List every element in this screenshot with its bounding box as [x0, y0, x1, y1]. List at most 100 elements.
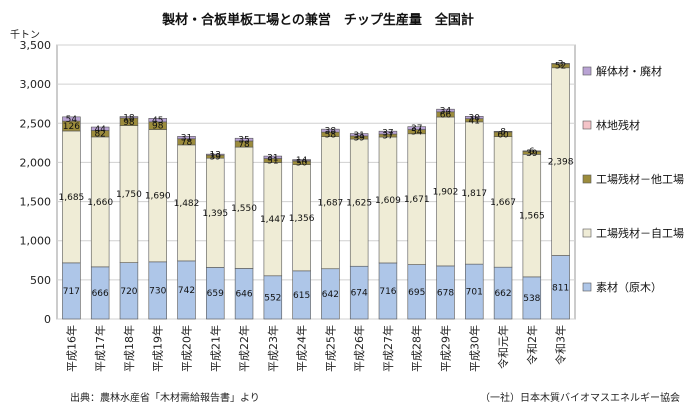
data-label: 41 [469, 116, 480, 126]
bar-segment [90, 126, 110, 131]
data-label: 50 [296, 159, 308, 169]
data-label: 30 [469, 113, 481, 123]
credit-note: （一社）日本木質バイオマスエネルギー協会 [480, 391, 680, 404]
data-label: 1,902 [433, 187, 459, 197]
x-tick-label: 令和3年 [554, 325, 568, 365]
data-label: 31 [353, 131, 364, 141]
data-label: 82 [94, 130, 105, 140]
chart-title: 製材・合板単板工場との兼営 チップ生産量 全国計 [161, 12, 474, 28]
data-label: 38 [325, 127, 337, 137]
x-tick-label: 平成21年 [208, 325, 222, 372]
data-label: 538 [523, 294, 540, 304]
bar-segment [551, 63, 570, 65]
data-label: 717 [63, 287, 80, 297]
data-label: 51 [267, 157, 278, 167]
x-tick-label: 令和2年 [525, 325, 539, 365]
x-tick-label: 平成17年 [93, 325, 107, 372]
bar-segment [378, 130, 398, 135]
data-label: 6 [529, 147, 535, 157]
data-label: 39 [353, 133, 365, 143]
data-label: 78 [181, 138, 193, 148]
data-label: 54 [66, 115, 78, 125]
x-tick-label: 平成16年 [64, 325, 78, 372]
data-label: 8 [500, 128, 506, 138]
bar-segment [292, 159, 311, 161]
data-label: 1,550 [231, 204, 257, 214]
x-tick-label: 平成30年 [467, 325, 481, 372]
data-label: 1,667 [490, 198, 516, 208]
x-tick-label: 平成25年 [323, 325, 337, 372]
data-label: 34 [440, 107, 452, 117]
data-label: 666 [92, 289, 109, 299]
data-label: 742 [178, 286, 195, 296]
data-label: 37 [382, 132, 393, 142]
data-label: 60 [497, 130, 509, 140]
legend-swatch [582, 66, 592, 76]
y-tick-label: 2,500 [20, 117, 52, 130]
data-label: 1,356 [289, 214, 315, 224]
x-tick-label: 平成20年 [180, 325, 194, 372]
data-label: 18 [123, 113, 135, 123]
data-label: 98 [123, 118, 135, 128]
bar-segment [177, 136, 196, 140]
bar-segment [206, 153, 225, 156]
x-tick-label: 令和元年 [496, 325, 510, 369]
bar-segment [407, 126, 426, 130]
data-label: 659 [207, 289, 224, 299]
data-label: 37 [411, 124, 422, 134]
data-label: 811 [552, 283, 569, 293]
data-label: 1,395 [202, 209, 228, 219]
bar-segment [349, 133, 369, 137]
data-label: 52 [555, 62, 566, 72]
x-tick-label: 平成19年 [151, 325, 165, 372]
data-label: 31 [267, 153, 278, 163]
legend-label: 工場残材－自工場 [596, 226, 684, 240]
data-label: 1,660 [87, 198, 113, 208]
data-label: 1,625 [346, 199, 372, 209]
data-label: 1,690 [145, 192, 171, 202]
data-label: 31 [181, 134, 192, 144]
data-label: 1,817 [461, 189, 487, 199]
grid-layer [56, 44, 576, 320]
data-label: 1,685 [59, 193, 85, 203]
bar-segment [62, 116, 81, 122]
legend-label: 素材（原木） [596, 280, 662, 294]
data-label: 1,687 [318, 199, 344, 209]
x-tick-label: 平成29年 [439, 325, 453, 372]
bar-segment [234, 137, 254, 142]
y-tick-label: 500 [30, 274, 51, 287]
data-label: 1,609 [375, 196, 401, 206]
bar-segment [522, 150, 542, 152]
data-label: 66 [440, 110, 452, 120]
data-label: 1,565 [519, 212, 545, 222]
x-tick-label: 平成27年 [381, 325, 395, 372]
data-label: 126 [63, 122, 80, 132]
data-label: 674 [351, 289, 368, 299]
data-label: 35 [238, 136, 249, 146]
x-tick-label: 平成23年 [266, 325, 280, 372]
data-label: 1,482 [174, 199, 200, 209]
data-label: 1,447 [260, 215, 286, 225]
data-label: 2,398 [548, 158, 574, 168]
data-label: 14 [296, 156, 308, 166]
x-tick-label: 平成18年 [122, 325, 136, 372]
legend-label: 解体材・廃材 [596, 64, 662, 78]
x-tick-label: 平成22年 [237, 325, 251, 372]
x-tick-label: 平成28年 [410, 325, 424, 372]
data-label: 720 [120, 287, 137, 297]
y-tick-label: 1,000 [20, 235, 52, 248]
data-label: 730 [149, 286, 166, 296]
x-tick-label: 平成26年 [352, 325, 366, 372]
data-label: 39 [210, 153, 222, 163]
data-label: 45 [152, 116, 163, 126]
data-label: 13 [210, 151, 221, 161]
bar-segment [436, 108, 455, 113]
data-label: 642 [322, 290, 339, 300]
bar-segment [465, 116, 484, 119]
y-tick-label: 2,000 [20, 156, 52, 169]
y-tick-label: 1,500 [20, 196, 52, 209]
legend-swatch [582, 174, 592, 184]
data-label: 716 [379, 287, 396, 297]
